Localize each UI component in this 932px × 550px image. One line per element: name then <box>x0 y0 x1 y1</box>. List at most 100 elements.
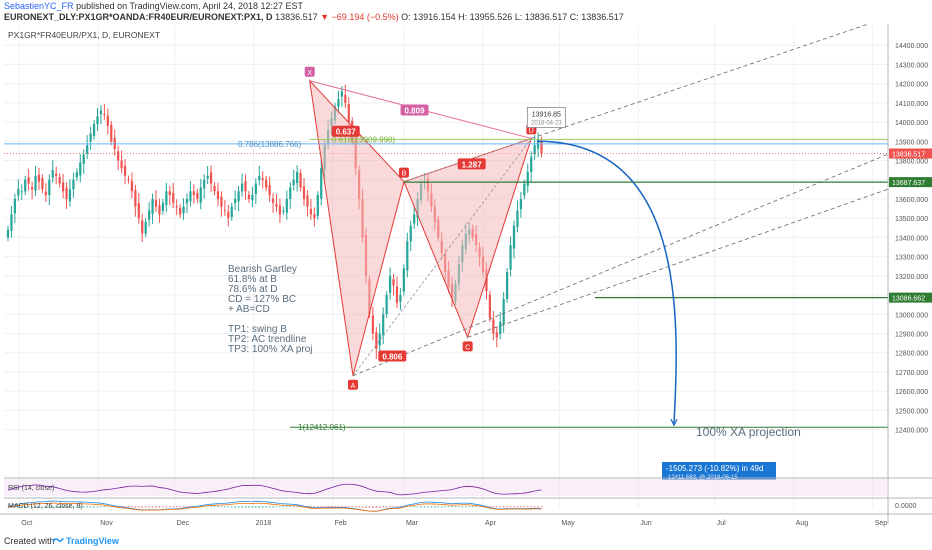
price-tick-label: 12800.000 <box>895 351 928 358</box>
macd-histogram-bar <box>162 506 164 508</box>
macd-histogram-bar <box>186 506 188 507</box>
macd-histogram-bar <box>313 506 316 508</box>
footer: Created with TradingView <box>0 532 932 550</box>
macd-histogram-bar <box>482 506 484 507</box>
macd-histogram-bar <box>506 506 508 508</box>
candle <box>103 114 106 116</box>
candle <box>13 198 17 214</box>
price-tag-box <box>889 177 932 188</box>
macd-histogram-bar <box>144 506 147 508</box>
candle <box>292 179 295 186</box>
candle <box>278 205 282 215</box>
macd-histogram-bar <box>320 506 323 507</box>
macd-histogram-bar <box>76 506 78 508</box>
macd-histogram-bar <box>265 506 267 508</box>
macd-histogram-bar <box>51 506 54 508</box>
candle <box>96 116 99 125</box>
candle <box>485 269 488 292</box>
macd-histogram-bar <box>461 506 464 508</box>
candle <box>395 286 399 303</box>
macd-signal-line <box>7 502 542 512</box>
author-link[interactable]: SebastienYC_FR <box>4 1 74 11</box>
macd-histogram-bar <box>509 506 512 508</box>
pattern-point-badge <box>398 167 409 178</box>
price-tick-label: 12600.000 <box>895 389 928 396</box>
price-tick-label: 12900.000 <box>895 331 928 338</box>
candle <box>237 191 240 202</box>
macd-histogram-bar <box>444 506 446 508</box>
macd-histogram-bar <box>533 506 536 508</box>
projection-label: 100% XA projection <box>696 425 801 439</box>
pattern-point-label: B <box>402 171 407 178</box>
macd-histogram-bar <box>399 506 402 507</box>
price-tick-label: 12400.000 <box>895 428 928 435</box>
pattern-note-line: 61.8% at B <box>228 274 277 285</box>
macd-histogram-bar <box>224 506 226 508</box>
macd-histogram-bar <box>475 506 477 508</box>
candle <box>106 115 109 126</box>
macd-histogram-bar <box>347 506 350 508</box>
candle <box>151 198 154 214</box>
candle <box>175 206 178 208</box>
price-tick-label: 13800.000 <box>895 159 928 166</box>
macd-histogram-bar <box>502 506 505 508</box>
pattern-point-label: C <box>465 344 470 351</box>
price-axis-bg <box>888 24 932 532</box>
macd-histogram-bar <box>210 506 212 508</box>
last-price: 13836.517 <box>275 12 318 22</box>
macd-histogram-bar <box>34 506 37 508</box>
month-tick-label: Dec <box>177 520 190 527</box>
candle <box>516 210 519 228</box>
candle <box>37 174 41 182</box>
ohlc-values: O: 13916.154 H: 13955.526 L: 13836.517 C… <box>401 12 624 22</box>
tradingview-brand[interactable]: TradingView <box>66 536 119 546</box>
price-tag-box <box>889 148 932 159</box>
macd-histogram-bar <box>447 506 450 508</box>
candle <box>344 94 347 103</box>
macd-histogram-bar <box>530 506 533 508</box>
ratio-label: 0.809 <box>405 107 426 116</box>
macd-histogram-bar <box>289 506 292 508</box>
candle <box>309 208 313 215</box>
projection-box-value: -1505.273 (-10.82%) in 49d <box>666 464 763 473</box>
candle <box>82 154 85 164</box>
pattern-point-label: D <box>529 127 534 134</box>
candle <box>209 172 213 184</box>
time-axis[interactable]: Oct Nov Dec 2018 Feb Mar Apr May Jun Jul Aug Sep <box>0 513 932 527</box>
macd-histogram-bar <box>103 506 106 508</box>
macd-histogram-bar <box>372 506 374 509</box>
price-axis[interactable]: 12400.000 12500.000 12600.000 12700.000 1280… <box>887 24 932 532</box>
ratio-badge <box>331 125 360 137</box>
price-tick-label: 14300.000 <box>895 62 928 69</box>
candle <box>392 279 395 286</box>
price-chart[interactable]: 0.786(13886.766) 0.618(13909.998) 1(12412.… <box>0 24 932 532</box>
candle <box>402 268 405 292</box>
pattern-note-line: TP3: 100% XA proj <box>228 344 313 355</box>
candle <box>306 195 309 207</box>
price-tick-label: 14200.000 <box>895 82 928 89</box>
projection-box <box>662 462 776 480</box>
macd-histogram-bar <box>234 506 236 508</box>
macd-histogram-bar <box>292 506 295 507</box>
candle <box>41 178 44 190</box>
macd-zero-tick: 0.0000 <box>895 503 917 510</box>
candle <box>495 332 498 338</box>
macd-histogram-bar <box>389 506 391 508</box>
candle <box>51 170 54 178</box>
candle <box>299 173 302 188</box>
macd-histogram-bar <box>413 506 415 508</box>
candle <box>6 229 10 238</box>
pattern-note-line: CD = 127% BC <box>228 294 296 305</box>
macd-histogram-bar <box>213 506 216 508</box>
candle <box>251 195 254 201</box>
macd-histogram-bar <box>540 506 543 508</box>
macd-histogram-bar <box>378 506 381 508</box>
macd-histogram-bar <box>385 506 388 508</box>
candle <box>68 189 72 202</box>
rsi-band <box>4 479 888 496</box>
publish-line: SebastienYC_FR published on TradingView.… <box>4 1 303 11</box>
candle <box>192 191 195 196</box>
candle <box>406 241 409 271</box>
macd-histogram-bar <box>409 506 412 507</box>
candle <box>271 198 275 203</box>
